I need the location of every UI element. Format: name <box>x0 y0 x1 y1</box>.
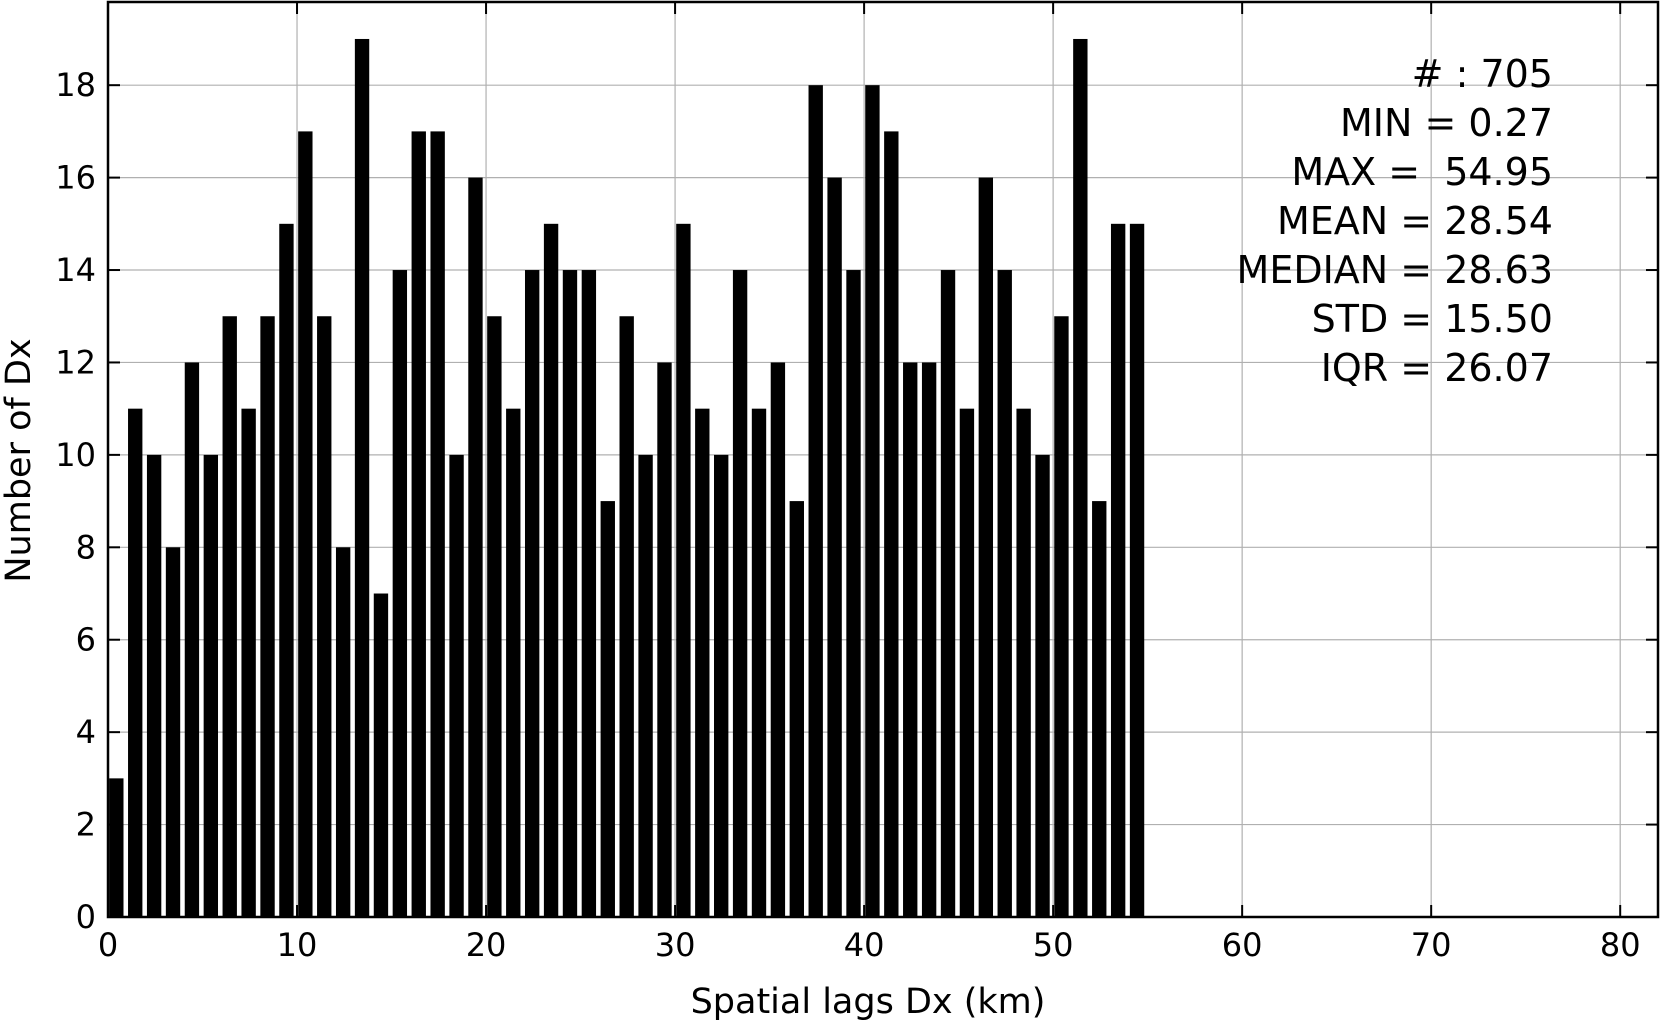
x-tick-label: 30 <box>655 926 696 964</box>
stats-annotation: # : 705 MIN = 0.27 MAX = 54.95 MEAN = 28.54… <box>1237 52 1553 390</box>
y-tick-label: 0 <box>76 898 96 936</box>
histogram-bar <box>1129 223 1145 917</box>
stats-line: # : 705 <box>1412 52 1553 96</box>
y-tick-label: 16 <box>55 159 96 197</box>
histogram-bar <box>903 362 918 917</box>
histogram-bar <box>260 316 275 917</box>
histogram-bar <box>714 454 729 917</box>
stats-line: MIN = 0.27 <box>1340 101 1553 145</box>
histogram-bar <box>468 177 483 917</box>
x-tick-label: 10 <box>277 926 318 964</box>
histogram-bar <box>184 362 200 917</box>
histogram-bar <box>770 362 786 917</box>
y-tick-label: 10 <box>55 436 96 474</box>
y-tick-label: 8 <box>76 528 96 566</box>
x-tick-label: 40 <box>844 926 885 964</box>
x-tick-label: 50 <box>1033 926 1074 964</box>
histogram-bar <box>335 547 351 917</box>
histogram-bar <box>751 408 767 917</box>
stats-line: MEDIAN = 28.63 <box>1237 248 1553 292</box>
histogram-bar <box>789 501 804 917</box>
histogram-bar <box>203 454 219 917</box>
x-tick-label: 70 <box>1411 926 1452 964</box>
histogram-bar <box>657 362 672 917</box>
y-tick-labels: 0 2 4 6 8 10 12 14 16 18 <box>55 66 96 936</box>
stats-line: IQR = 26.07 <box>1321 346 1553 390</box>
y-tick-label: 18 <box>55 66 96 104</box>
histogram-bar <box>1035 454 1050 917</box>
stats-line: MAX = 54.95 <box>1291 150 1553 194</box>
histogram-bar <box>373 593 389 917</box>
x-tick-label: 0 <box>98 926 118 964</box>
histogram-bar <box>222 316 237 917</box>
y-axis-label: Number of Dx <box>0 338 39 582</box>
histogram-bar <box>354 38 370 917</box>
histogram-bar <box>449 454 464 917</box>
y-tick-label: 14 <box>55 251 96 289</box>
x-tick-label: 60 <box>1222 926 1263 964</box>
histogram-bar <box>619 316 634 917</box>
stats-line: MEAN = 28.54 <box>1277 199 1553 243</box>
x-axis-label: Spatial lags Dx (km) <box>691 982 1046 1022</box>
histogram-bar <box>940 270 956 918</box>
y-tick-label: 12 <box>55 343 96 381</box>
x-tick-labels: 0 10 20 30 40 50 60 70 80 <box>98 926 1641 964</box>
histogram-bar <box>430 131 445 918</box>
histogram-bar <box>241 408 256 917</box>
stats-line: STD = 15.50 <box>1312 297 1553 341</box>
histogram-bar <box>846 270 861 918</box>
histogram-bar <box>109 778 124 917</box>
histogram-bar <box>298 131 313 918</box>
y-tick-label: 4 <box>76 713 96 751</box>
histogram-bar <box>865 85 880 917</box>
histogram-bar <box>543 223 559 917</box>
histogram-bar <box>808 85 823 917</box>
axis-ticks <box>107 2 1658 918</box>
histogram-bar <box>1110 223 1126 917</box>
histogram-bar <box>1073 38 1088 917</box>
histogram-bar <box>165 547 181 917</box>
x-tick-label: 20 <box>466 926 507 964</box>
histogram-bar <box>1054 316 1069 917</box>
histogram-bar <box>638 454 653 917</box>
histogram-bar <box>279 223 294 917</box>
histogram-bar <box>411 131 426 918</box>
histogram-bar <box>524 270 540 918</box>
histogram-bar <box>959 408 975 917</box>
histogram-bar <box>1092 501 1107 917</box>
histogram-bar <box>827 177 842 917</box>
histogram-bar <box>1016 408 1031 917</box>
histogram-bar <box>600 501 615 917</box>
bars <box>109 38 1145 918</box>
histogram-bar <box>581 270 597 918</box>
histogram-bar <box>732 270 748 918</box>
histogram-bar <box>487 316 502 917</box>
histogram-bar <box>884 131 899 918</box>
histogram-bar <box>921 362 937 917</box>
y-tick-label: 6 <box>76 621 96 659</box>
histogram-bar <box>997 270 1012 918</box>
histogram-bar <box>676 223 691 917</box>
histogram-bar <box>392 270 408 918</box>
histogram-bar <box>695 408 710 917</box>
histogram-bar <box>978 177 994 917</box>
histogram-bar <box>506 408 521 917</box>
x-tick-label: 80 <box>1600 926 1641 964</box>
histogram-bar <box>128 408 143 917</box>
plot-frame <box>106 0 1660 919</box>
histogram-bar <box>146 454 162 917</box>
histogram-bar <box>562 270 578 918</box>
y-tick-label: 2 <box>76 806 96 844</box>
histogram-bar <box>317 316 332 917</box>
